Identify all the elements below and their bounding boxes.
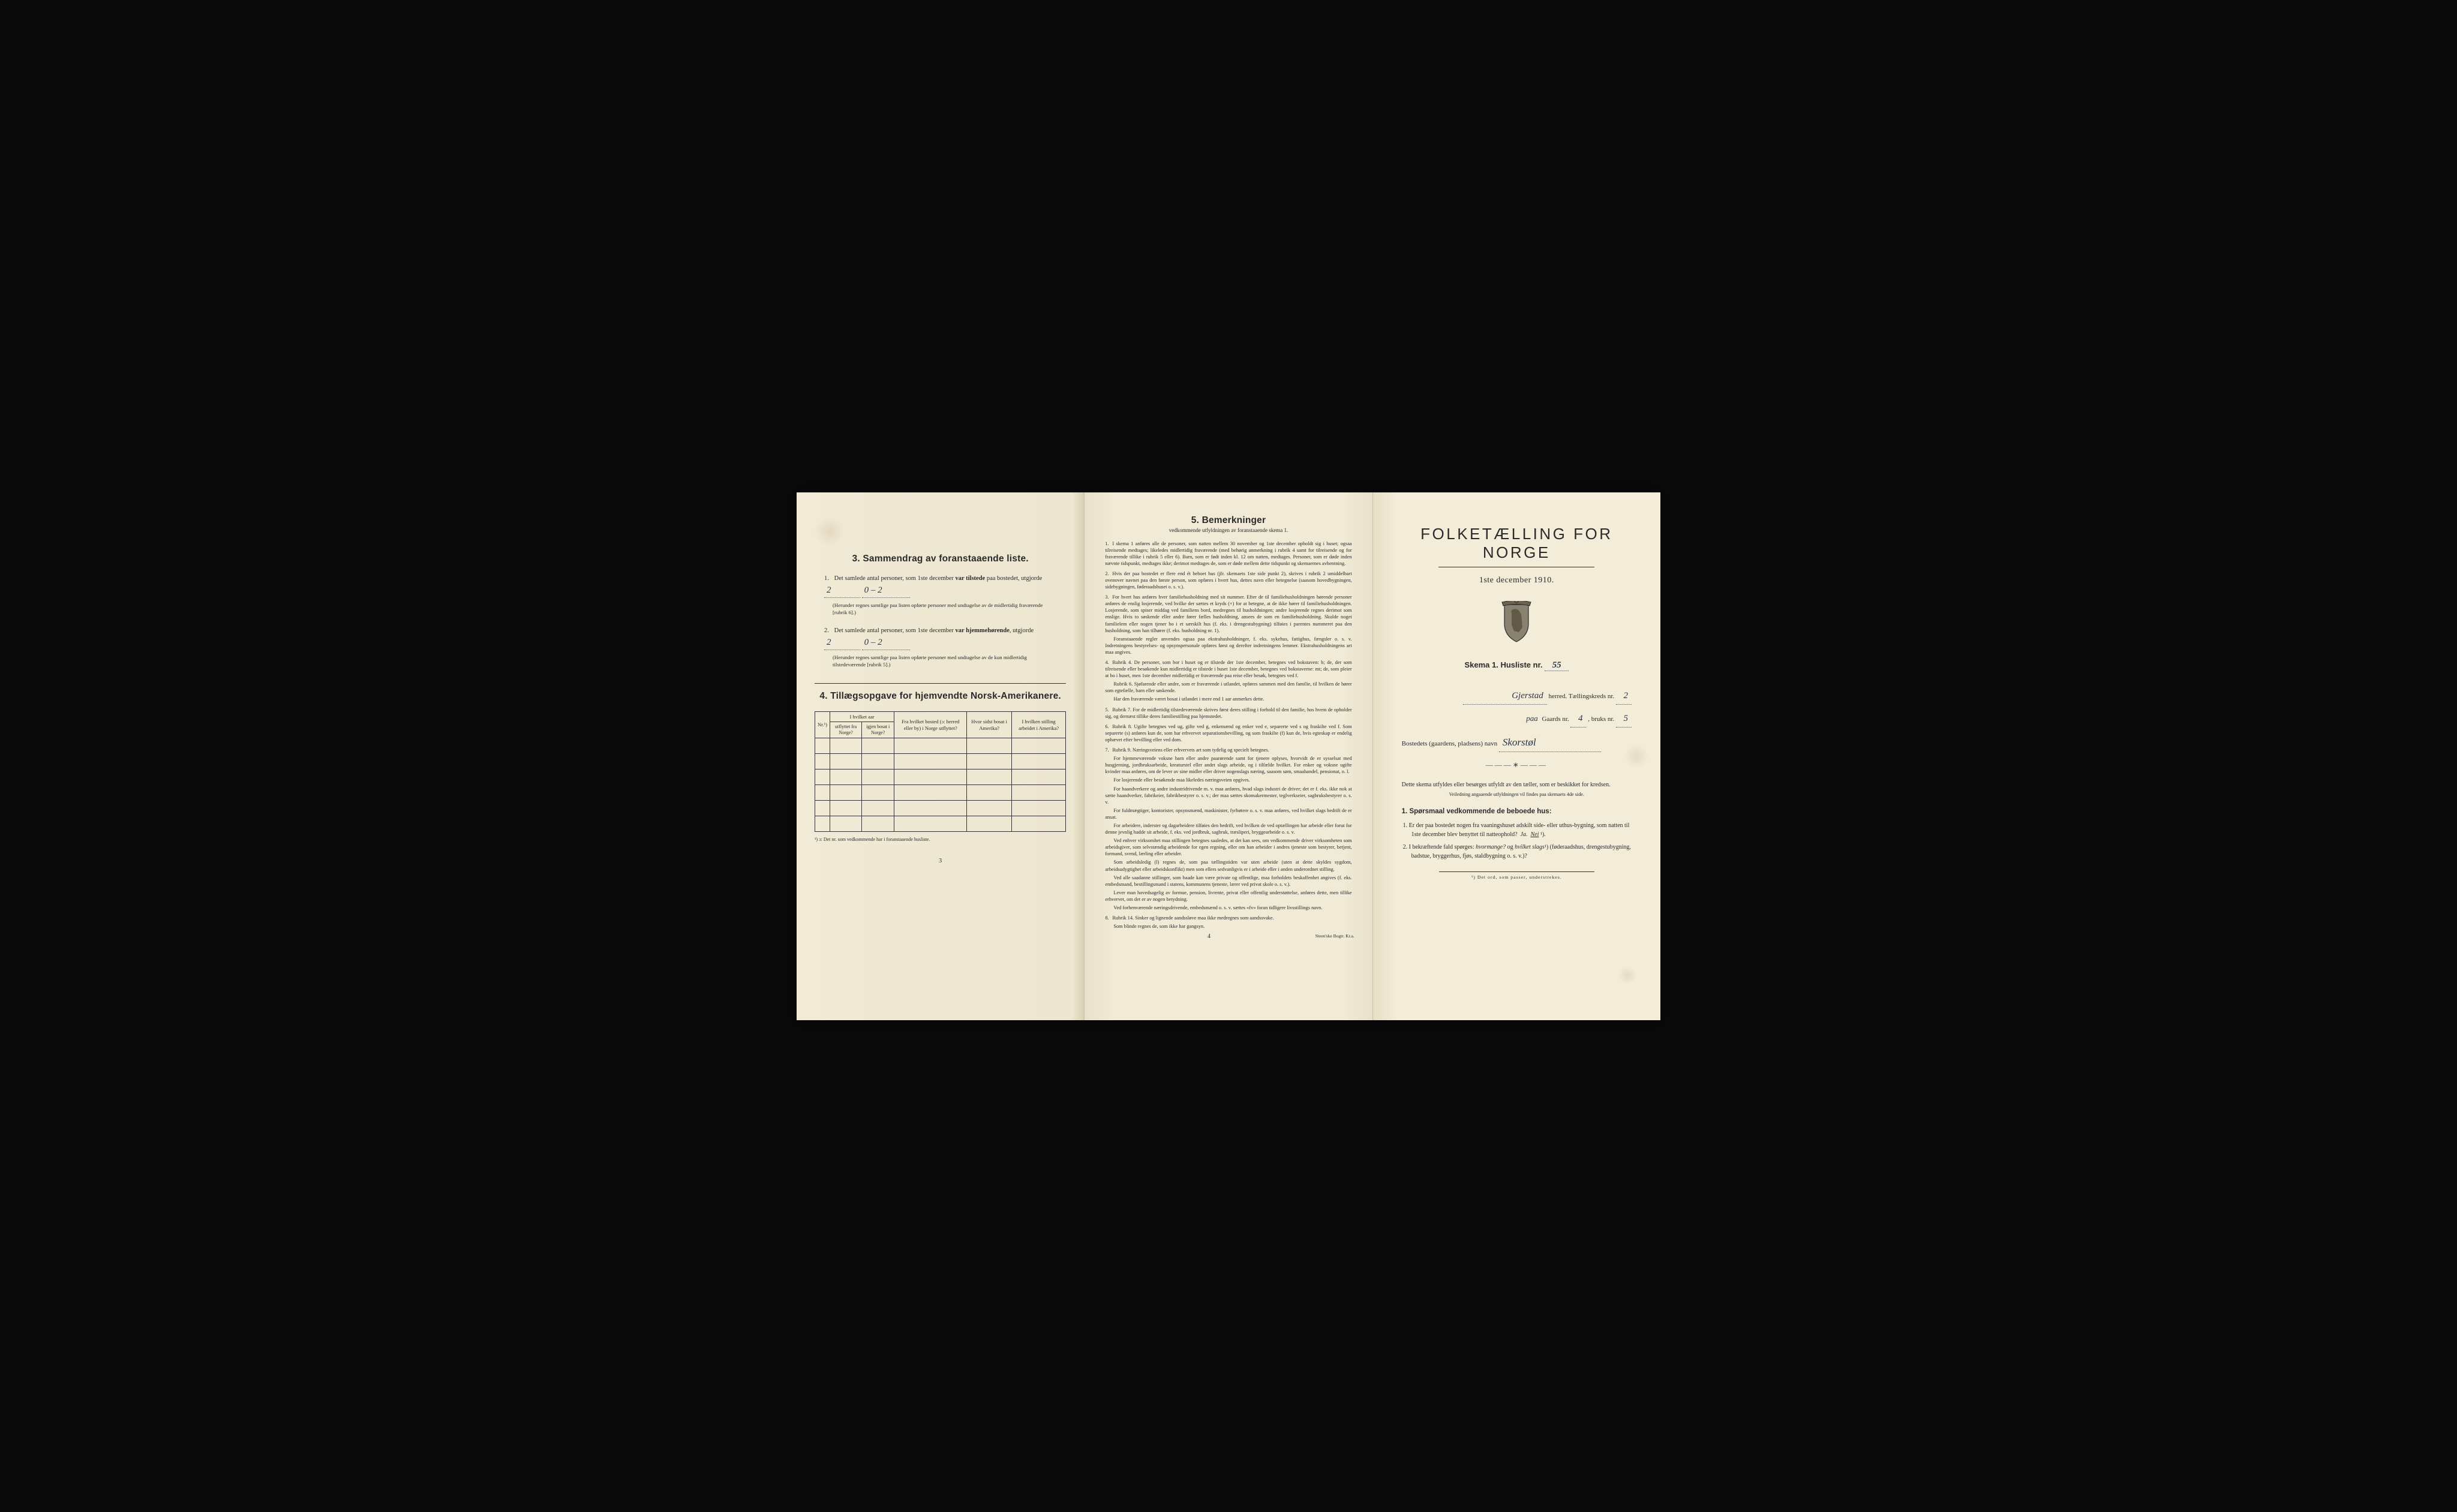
page-number-4: 4 [1208, 933, 1211, 940]
skema-line: Skema 1. Husliste nr. 55 [1391, 660, 1642, 671]
bruks-value: 5 [1616, 711, 1632, 728]
question-heading: 1. Spørsmaal vedkommende de beboede hus: [1402, 808, 1632, 815]
section-5-heading: 5. Bemerkninger [1103, 515, 1354, 526]
amerikanere-table: Nr.¹) I hvilket aar Fra hvilket bosted (… [815, 711, 1066, 832]
section-divider [815, 683, 1066, 684]
bosted-line: Bostedets (gaardens, pladsens) navn Skor… [1402, 734, 1632, 753]
col-utflyttet: utflyttet fra Norge? [830, 722, 862, 738]
item1-value: 2 [824, 584, 860, 598]
answer-ja: Ja. [1521, 831, 1528, 838]
table-row [815, 801, 1066, 816]
bemerkninger-list: 1.I skema 1 anføres alle de personer, so… [1103, 540, 1354, 930]
bosted-value: Skorstøl [1499, 734, 1601, 753]
document-spread: 3. Sammendrag av foranstaaende liste. 1.… [797, 492, 1660, 1020]
summary-item-1: 1. Det samlede antal personer, som 1ste … [824, 574, 1056, 599]
table-row [815, 785, 1066, 801]
page-3: 3. Sammendrag av foranstaaende liste. 1.… [797, 492, 1085, 1020]
herred-value: Gjerstad [1463, 688, 1547, 705]
coat-of-arms-icon [1391, 601, 1642, 645]
table-body [815, 738, 1066, 832]
answer-nei: Nei [1531, 831, 1539, 838]
table-row [815, 738, 1066, 754]
section-3-heading: 3. Sammendrag av foranstaaende liste. [815, 554, 1066, 564]
summary-item-2: 2. Det samlede antal personer, som 1ste … [824, 626, 1056, 651]
bemerkning-item: 3.For hvert hus anføres hver familiehush… [1105, 594, 1351, 656]
printer-mark: Steen'ske Bogtr. Kr.a. [1315, 933, 1354, 940]
col-aar: I hvilket aar [830, 711, 894, 722]
husliste-nr: 55 [1545, 660, 1569, 671]
footnote-rule [1439, 871, 1594, 872]
col-sidst: Hvor sidst bosat i Amerika? [967, 711, 1011, 738]
col-nr: Nr.¹) [815, 711, 830, 738]
page-number-3: 3 [815, 858, 1066, 864]
table-head: Nr.¹) I hvilket aar Fra hvilket bosted (… [815, 711, 1066, 738]
question-1: 1. Er der paa bostedet nogen fra vaaning… [1411, 821, 1632, 839]
col-fra: Fra hvilket bosted (ɔ: herred eller by) … [894, 711, 967, 738]
kreds-value: 2 [1616, 688, 1632, 705]
table-row [815, 769, 1066, 785]
bemerkning-item: 8.Rubrik 14. Sinker og lignende aandsslø… [1105, 915, 1351, 930]
page-1-cover: FOLKETÆLLING FOR NORGE 1ste december 191… [1373, 492, 1660, 1020]
item1-note: (Herunder regnes samtlige paa listen opf… [833, 602, 1056, 617]
section-4-heading: 4. Tillægsopgave for hjemvendte Norsk-Am… [815, 691, 1066, 702]
col-igjen: igjen bosat i Norge? [862, 722, 894, 738]
footnote-underline: ¹) Det ord, som passer, understrekes. [1391, 874, 1642, 880]
bemerkning-item: 7.Rubrik 9. Næringsveiens eller erhverve… [1105, 747, 1351, 911]
item2-value: 2 [824, 636, 860, 650]
instruction-main: Dette skema utfyldes eller besørges utfy… [1402, 780, 1632, 789]
ornament: ―――∗――― [1391, 760, 1642, 769]
gaard-value: 4 [1570, 711, 1586, 728]
herred-line: Gjerstad herred. Tællingskreds nr. 2 [1402, 688, 1632, 705]
instruction-small: Veiledning angaaende utfyldningen vil fi… [1391, 792, 1642, 797]
item1-value2: 0 – 2 [862, 584, 910, 598]
table-row [815, 754, 1066, 769]
bemerkning-item: 1.I skema 1 anføres alle de personer, so… [1105, 540, 1351, 567]
item2-value2: 0 – 2 [862, 636, 910, 650]
col-stilling: I hvilken stilling arbeidet i Amerika? [1011, 711, 1065, 738]
gaard-line: paa Gaards nr. 4 , bruks nr. 5 [1402, 711, 1632, 728]
census-title: FOLKETÆLLING FOR NORGE [1391, 525, 1642, 562]
section-5-subhead: vedkommende utfyldningen av foranstaaend… [1103, 527, 1354, 533]
bemerkning-item: 5.Rubrik 7. For de midlertidig tilstedev… [1105, 707, 1351, 720]
bemerkning-item: 2.Hvis der paa bostedet er flere end ét … [1105, 570, 1351, 590]
item2-note: (Herunder regnes samtlige paa listen opf… [833, 654, 1056, 669]
table-footnote: ¹) ɔ: Det nr. som vedkommende har i fora… [815, 837, 1066, 842]
table-row [815, 816, 1066, 832]
page-4: 5. Bemerkninger vedkommende utfyldningen… [1085, 492, 1372, 1020]
question-2: 2. I bekræftende fald spørges: hvormange… [1411, 843, 1632, 861]
bemerkning-item: 6.Rubrik 8. Ugifte betegnes ved ug, gift… [1105, 723, 1351, 743]
census-date: 1ste december 1910. [1391, 576, 1642, 585]
bemerkning-item: 4.Rubrik 4. De personer, som bor i huset… [1105, 659, 1351, 703]
